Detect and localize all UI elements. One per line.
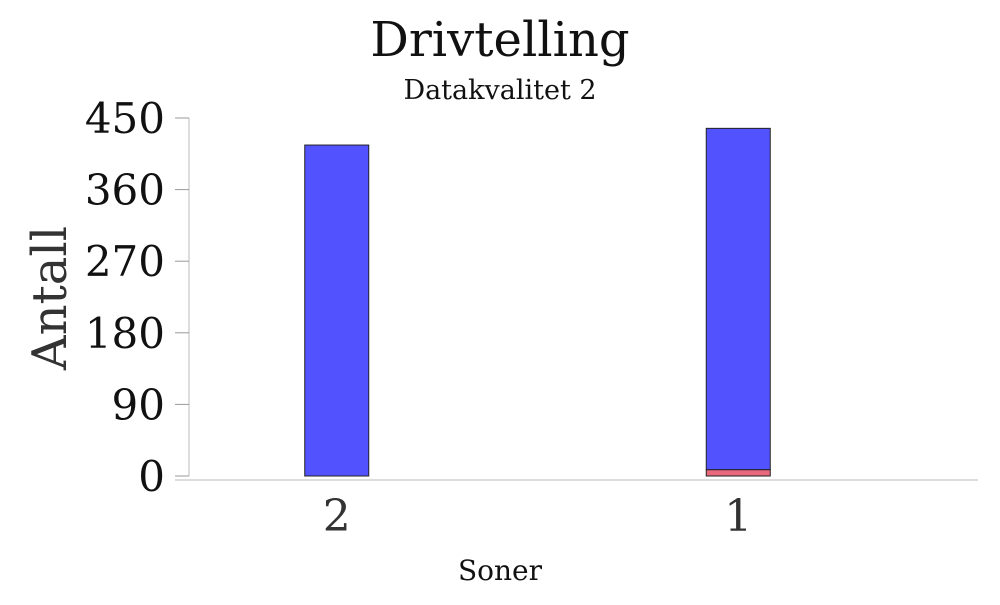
bar-segment bbox=[705, 127, 771, 471]
bars bbox=[304, 127, 771, 477]
y-tick-label: 360 bbox=[85, 166, 165, 215]
chart-subtitle: Datakvalitet 2 bbox=[403, 75, 596, 106]
chart-title: Drivtelling bbox=[370, 12, 629, 68]
x-tick-label: 2 bbox=[323, 491, 351, 542]
y-axis-label: Antall bbox=[22, 226, 78, 371]
x-axis-label: Soner bbox=[458, 554, 543, 587]
y-tick-label: 270 bbox=[85, 237, 165, 286]
bar-segment bbox=[304, 144, 370, 477]
x-tick-label: 1 bbox=[724, 491, 752, 542]
y-tick-label: 180 bbox=[85, 309, 165, 358]
y-tick-label: 0 bbox=[138, 452, 165, 501]
y-axis: 0 90 180 270 360 450 bbox=[85, 94, 190, 501]
bar-segment bbox=[705, 469, 771, 477]
y-tick-label: 450 bbox=[85, 94, 165, 143]
y-tick-label: 90 bbox=[112, 380, 165, 429]
